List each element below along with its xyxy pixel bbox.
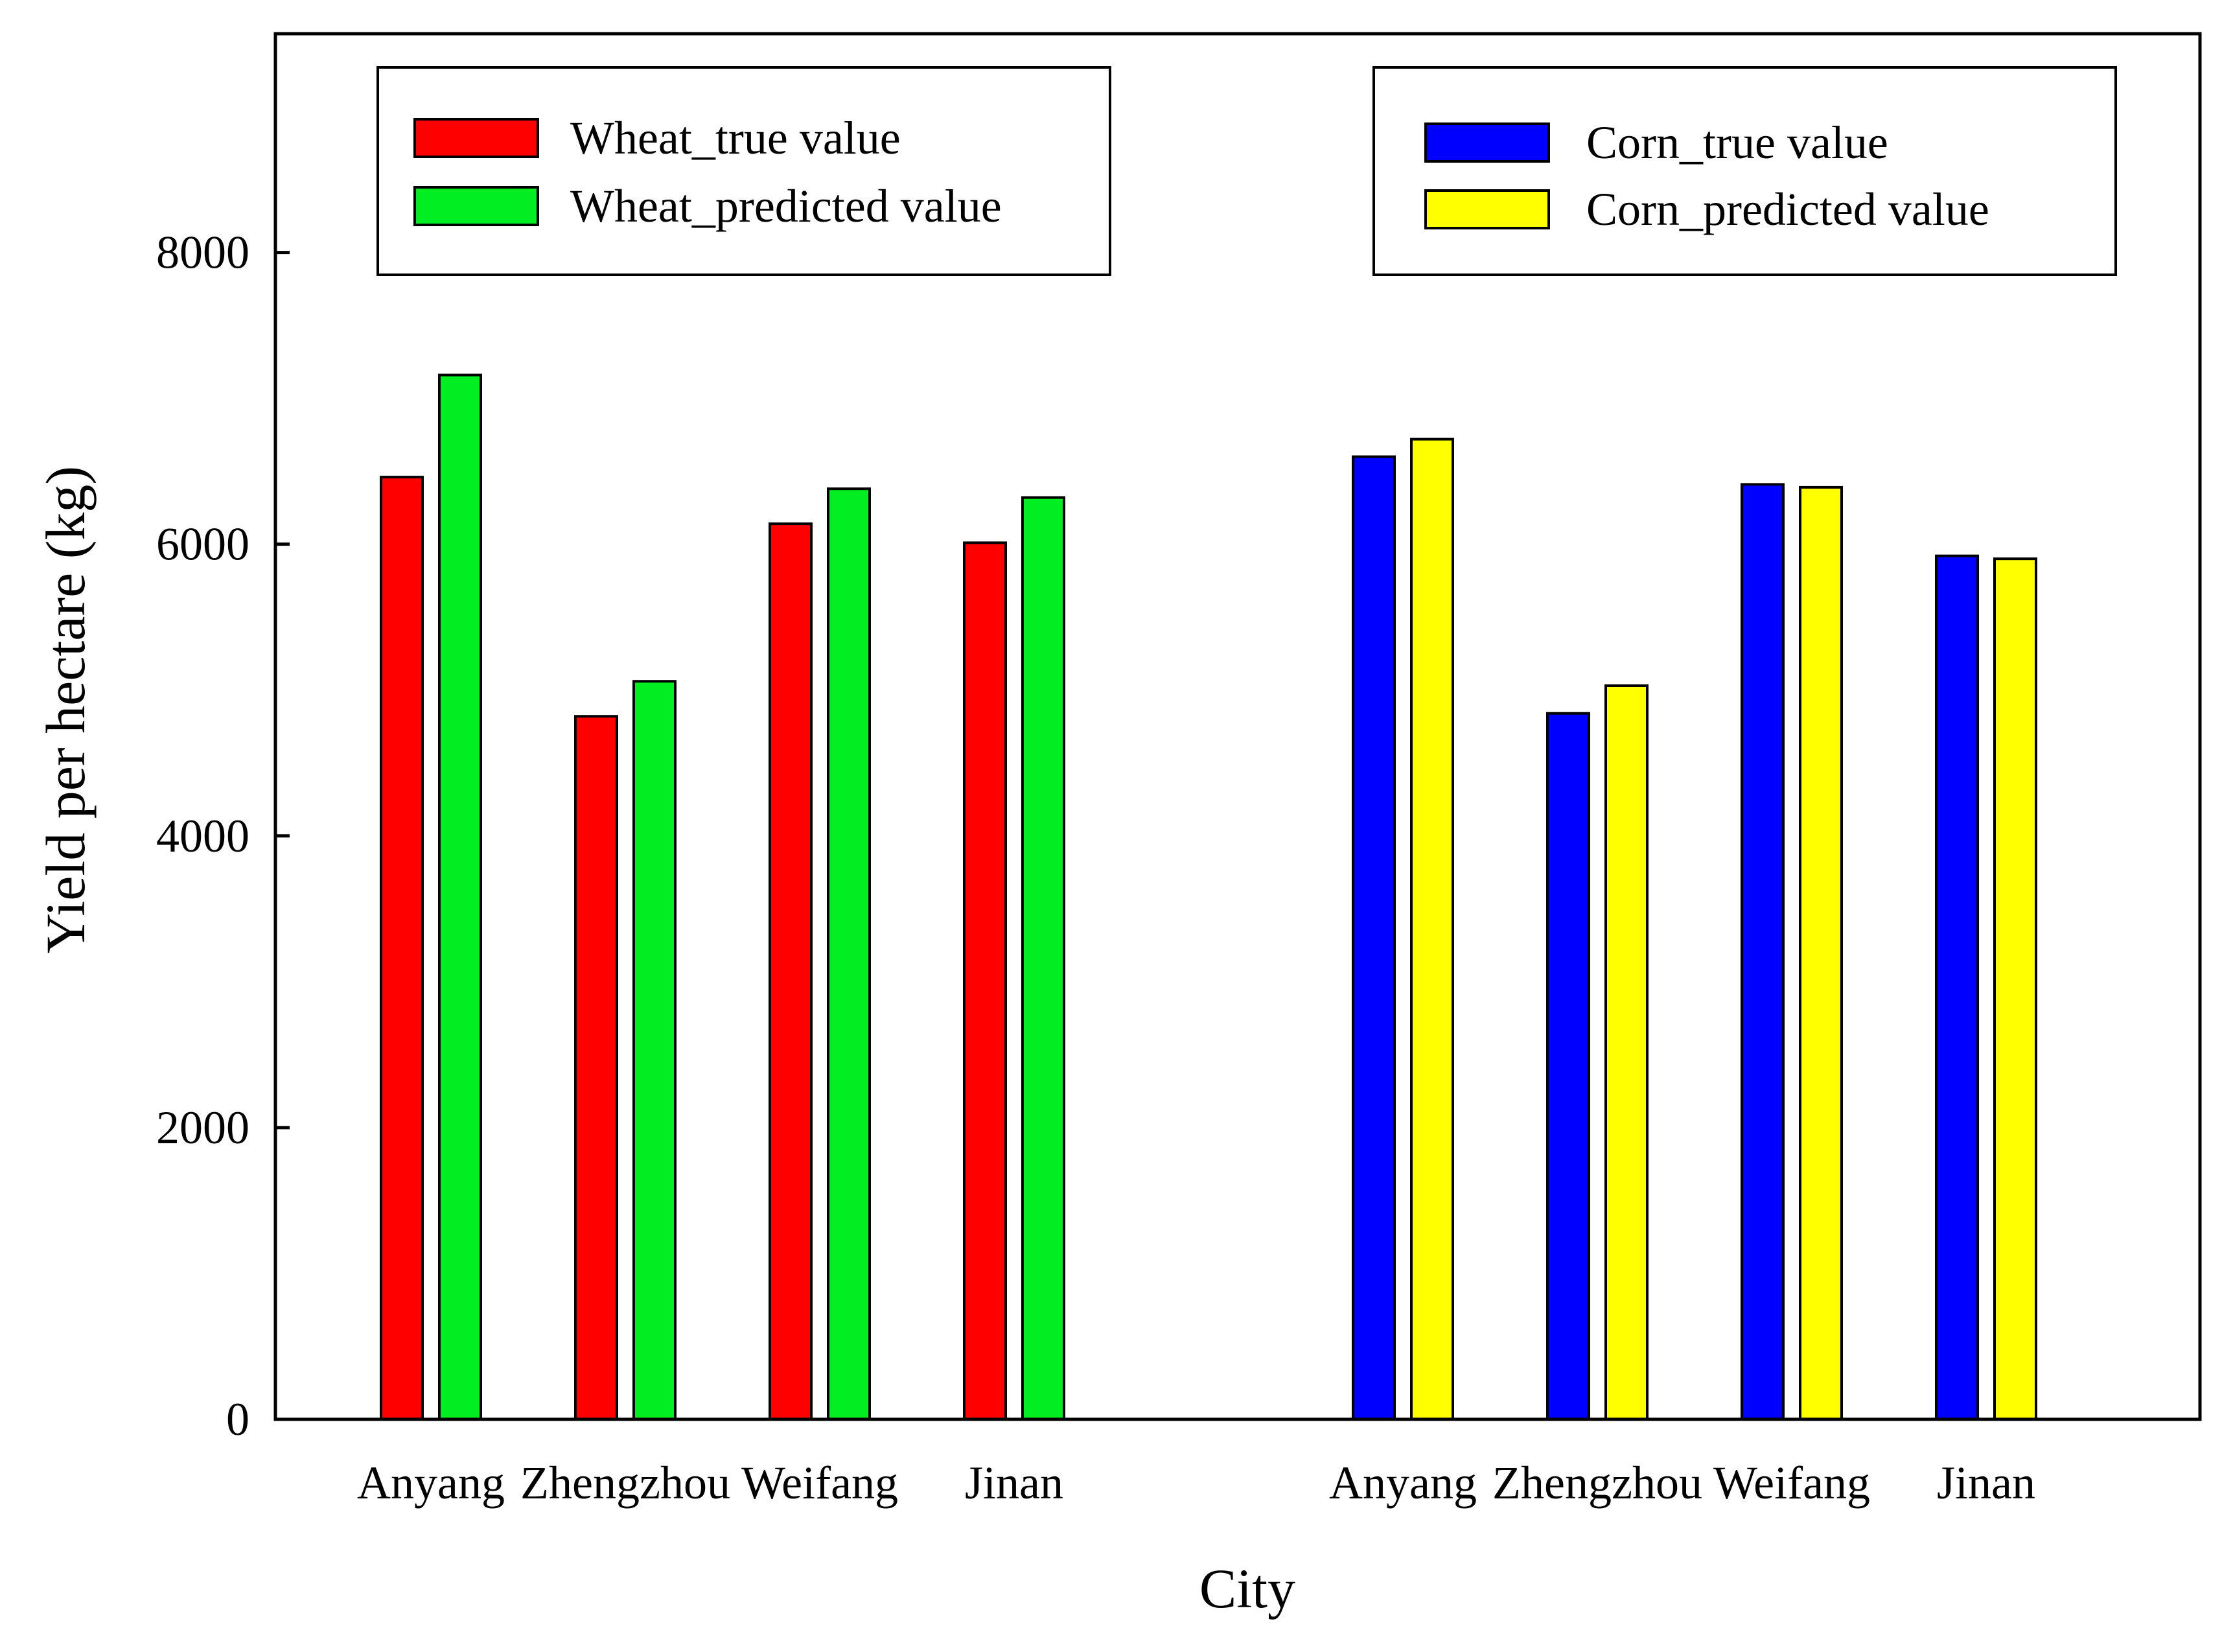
legend-label: Corn_predicted value [1586,183,1989,235]
y-tick-label: 2000 [156,1102,249,1154]
bar-wheat-predicted-anyang [438,373,482,1421]
category-label: Anyang [1329,1457,1477,1509]
bar-corn-predicted-weifang [1799,485,1843,1421]
bar-corn-true-zhengzhou [1546,712,1590,1421]
y-tick-label: 6000 [156,518,249,570]
y-tick-label: 0 [226,1393,249,1445]
y-tick-label: 4000 [156,810,249,862]
legend-label: Wheat_true value [570,112,901,164]
legend-swatch [413,118,539,158]
bar-corn-true-jinan [1935,554,1979,1421]
bar-corn-predicted-zhengzhou [1604,684,1649,1421]
category-label: Zhengzhou [1492,1457,1702,1509]
legend-swatch [413,186,539,226]
category-label: Weifang [1713,1457,1870,1509]
category-label: Jinan [965,1457,1063,1509]
bar-wheat-true-weifang [769,522,813,1421]
category-label: Jinan [1937,1457,2035,1509]
legend-swatch [1424,189,1550,229]
bar-corn-true-weifang [1741,483,1785,1421]
x-axis-title: City [1199,1557,1295,1620]
plot-frame [273,32,2202,1421]
legend-wheat [376,66,1111,276]
y-axis-title: Yield per hectare (kg) [34,466,97,953]
legend-label: Wheat_predicted value [570,180,1002,232]
bar-wheat-true-anyang [380,476,424,1421]
category-label: Zhengzhou [520,1457,730,1509]
bar-wheat-true-zhengzhou [574,715,618,1421]
labels-layer: Anyang Zhengzhou Weifang Jinan Anyang Zhengzh… [156,227,2035,1509]
bar-corn-true-anyang [1352,455,1396,1421]
legend-corn [1372,66,2117,276]
bar-wheat-predicted-zhengzhou [632,680,677,1421]
legend-layer: Wheat_true value Wheat_predicted value Cor… [376,66,2117,276]
y-tick-label: 8000 [156,227,249,279]
bar-wheat-true-jinan [963,541,1007,1421]
axes-layer [273,32,2202,1421]
legend-label: Corn_true value [1586,117,1888,169]
bar-corn-predicted-anyang [1410,437,1454,1421]
bars-layer [380,373,2037,1421]
category-label: Weifang [741,1457,898,1509]
category-label: Anyang [357,1457,505,1509]
bar-wheat-predicted-jinan [1021,496,1065,1421]
bar-corn-predicted-jinan [1993,557,2037,1421]
bar-wheat-predicted-weifang [827,487,871,1421]
legend-swatch [1424,122,1550,163]
